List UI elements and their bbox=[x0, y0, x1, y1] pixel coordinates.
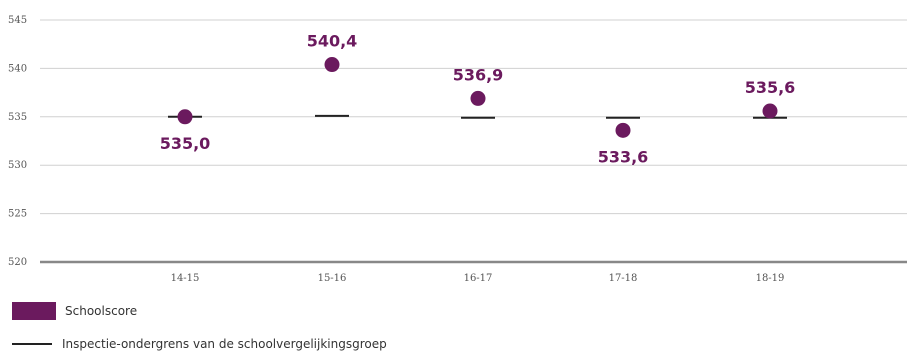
y-tick-label: 540 bbox=[8, 63, 27, 74]
y-tick-label: 545 bbox=[8, 15, 27, 26]
x-tick-label: 14-15 bbox=[171, 273, 200, 284]
schoolscore-point bbox=[762, 103, 778, 119]
legend-threshold: Inspectie-ondergrens van de schoolvergel… bbox=[12, 337, 387, 351]
schoolscore-point bbox=[615, 122, 631, 138]
data-label: 535,0 bbox=[160, 134, 211, 153]
data-labels: 535,0 540,4 536,9 533,6 535,6 bbox=[160, 32, 796, 167]
legend-label-threshold: Inspectie-ondergrens van de schoolvergel… bbox=[62, 337, 387, 351]
data-label: 536,9 bbox=[453, 65, 504, 84]
data-label: 540,4 bbox=[307, 32, 358, 51]
legend-item-threshold: Inspectie-ondergrens van de schoolvergel… bbox=[12, 337, 387, 351]
y-tick-label: 530 bbox=[8, 160, 27, 171]
y-tick-label: 520 bbox=[8, 257, 27, 268]
schoolscore-series bbox=[177, 57, 778, 138]
x-tick-label: 18-19 bbox=[756, 273, 785, 284]
schoolscore-point bbox=[470, 90, 486, 106]
data-label: 535,6 bbox=[745, 78, 796, 97]
legend: Schoolscore bbox=[12, 302, 137, 320]
x-axis-ticks: 14-15 15-16 16-17 17-18 18-19 bbox=[171, 273, 785, 284]
y-axis-ticks: 545 540 535 530 525 520 bbox=[8, 15, 27, 268]
x-tick-label: 15-16 bbox=[318, 273, 347, 284]
y-tick-label: 535 bbox=[8, 112, 27, 123]
x-tick-label: 17-18 bbox=[609, 273, 638, 284]
legend-label-schoolscore: Schoolscore bbox=[65, 304, 138, 318]
legend-swatch-schoolscore bbox=[12, 302, 56, 320]
data-label: 533,6 bbox=[598, 147, 649, 166]
y-tick-label: 525 bbox=[8, 209, 27, 220]
schoolscore-point bbox=[324, 57, 340, 73]
schoolscore-point bbox=[177, 109, 193, 125]
x-tick-label: 16-17 bbox=[464, 273, 493, 284]
legend-item-schoolscore: Schoolscore bbox=[12, 302, 137, 320]
legend-swatch-threshold bbox=[12, 343, 52, 345]
